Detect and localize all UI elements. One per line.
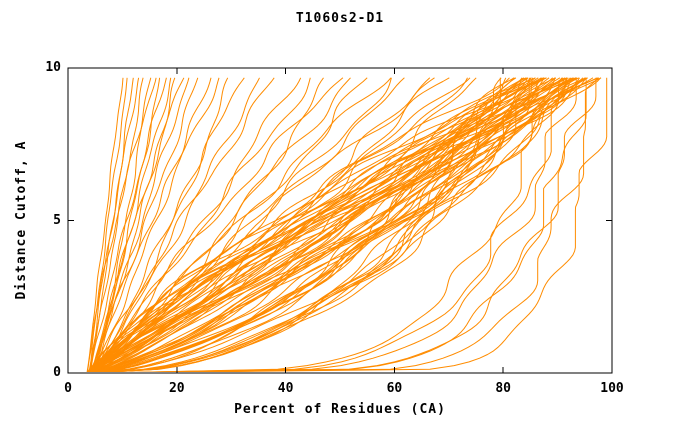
model-curve	[87, 77, 574, 372]
model-curve	[99, 77, 568, 372]
model-curve	[96, 77, 245, 372]
model-curve	[89, 77, 167, 372]
model-curve	[89, 77, 561, 372]
model-curve	[96, 77, 587, 372]
model-curve	[92, 77, 185, 372]
model-curve	[95, 77, 392, 372]
model-curve	[99, 77, 554, 372]
model-curve	[89, 77, 545, 372]
model-curve	[92, 77, 556, 372]
chart-title: T1060s2-D1	[295, 11, 385, 26]
model-curve	[90, 77, 344, 372]
model-curve	[92, 77, 536, 372]
model-curve	[92, 77, 260, 372]
model-curve	[143, 77, 597, 372]
model-curve	[92, 77, 311, 372]
model-curves-group	[86, 77, 608, 372]
model-curve	[98, 77, 514, 372]
model-curve	[147, 77, 608, 372]
model-curve	[90, 77, 302, 372]
model-curve	[90, 77, 140, 372]
x-axis-label: Percent of Residues (CA)	[234, 402, 446, 417]
model-curve	[129, 77, 570, 372]
model-curve	[93, 77, 220, 372]
model-curve	[93, 77, 161, 372]
model-curve	[89, 77, 190, 372]
model-curve	[124, 77, 577, 372]
model-curve	[137, 77, 600, 372]
model-curve	[93, 77, 523, 372]
model-curve	[92, 77, 586, 372]
model-curve	[95, 77, 574, 372]
model-curve	[87, 77, 157, 372]
model-curve	[91, 77, 602, 372]
y-axis-label: Distance Cutoff, A	[14, 140, 29, 300]
model-curve	[87, 77, 510, 372]
model-curve	[100, 77, 501, 372]
model-curve	[93, 77, 547, 372]
model-curve	[94, 77, 275, 372]
model-curve	[91, 77, 542, 372]
model-curve	[125, 77, 568, 372]
model-curve	[94, 77, 545, 372]
model-curve	[90, 77, 568, 372]
model-curve	[90, 77, 544, 372]
model-curve	[93, 77, 532, 372]
model-curve	[89, 77, 144, 372]
model-curve	[89, 77, 128, 372]
model-curve	[94, 77, 587, 372]
model-curve	[86, 77, 124, 372]
model-curve	[95, 77, 507, 372]
model-curve	[87, 77, 577, 372]
model-curve	[90, 77, 527, 372]
model-curve	[89, 77, 587, 372]
model-curve	[90, 77, 529, 372]
model-curve	[91, 77, 212, 372]
model-curve	[99, 77, 566, 372]
model-curve	[134, 77, 587, 372]
model-curve	[92, 77, 450, 372]
model-curve	[94, 77, 351, 372]
model-curve	[87, 77, 536, 372]
model-curve	[92, 77, 368, 372]
model-curve	[91, 77, 405, 372]
